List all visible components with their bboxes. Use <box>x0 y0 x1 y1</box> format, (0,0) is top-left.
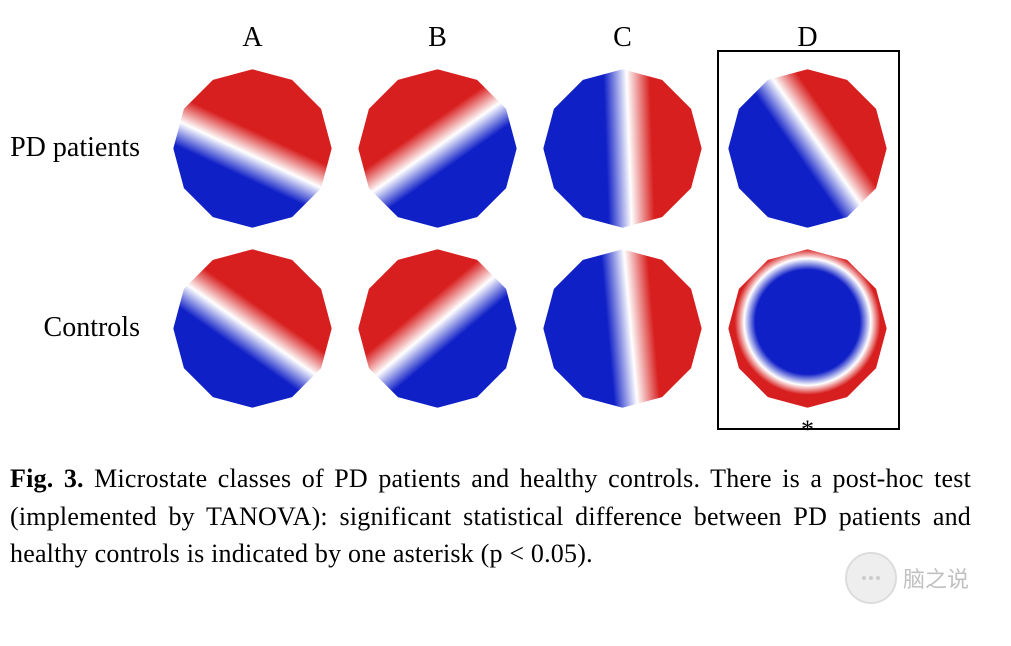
microstate-pd-b <box>355 66 520 231</box>
caption-text-obscured-3: een <box>745 502 782 531</box>
microstate-controls-b <box>355 246 520 411</box>
caption-label: Fig. 3. <box>10 464 84 493</box>
microstate-pd-a <box>170 66 335 231</box>
microstate-pd-c <box>540 66 705 231</box>
col-label-c: C <box>613 22 632 54</box>
significance-asterisk: * <box>801 415 814 445</box>
figure-area: A B C D PD patients Controls * <box>0 0 1011 448</box>
microstate-grid: A B C D PD patients Controls * <box>10 18 961 448</box>
microstate-pd-d <box>725 66 890 231</box>
microstate-controls-a <box>170 246 335 411</box>
microstate-controls-d <box>725 246 890 411</box>
caption-text-obscured-2: etw <box>707 502 745 531</box>
figure-caption: Fig. 3. Microstate classes of PD patient… <box>0 448 1011 573</box>
microstate-controls-c <box>540 246 705 411</box>
caption-text-obscured-1: ce b <box>659 502 707 531</box>
col-label-d: D <box>797 22 817 54</box>
row-label-pd: PD patients <box>10 132 160 164</box>
col-label-a: A <box>242 22 262 54</box>
row-label-controls: Controls <box>44 312 160 344</box>
col-label-b: B <box>428 22 447 54</box>
